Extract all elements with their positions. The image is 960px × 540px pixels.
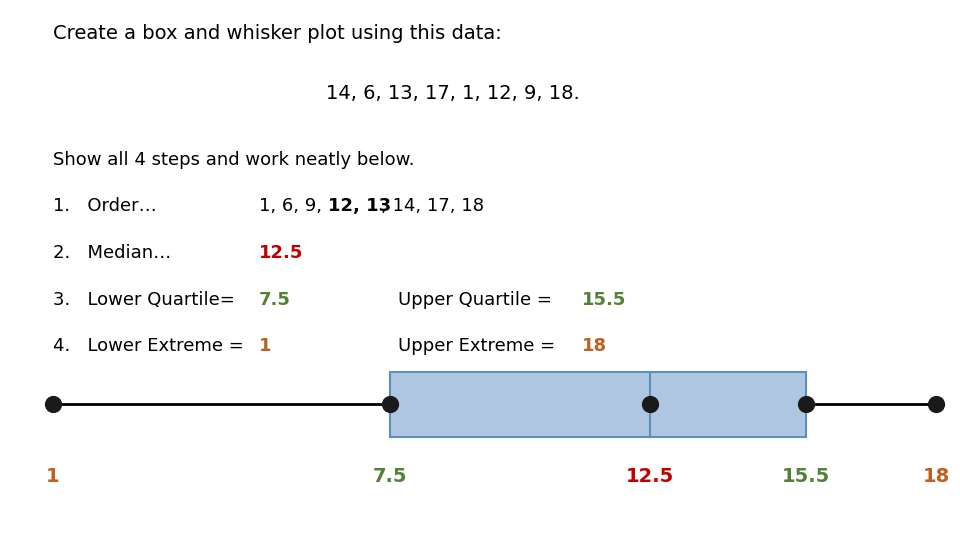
Text: 18: 18 — [582, 337, 607, 355]
Text: 1, 6, 9,: 1, 6, 9, — [259, 197, 328, 215]
Text: 3.   Lower Quartile=: 3. Lower Quartile= — [53, 291, 240, 308]
Text: Show all 4 steps and work neatly below.: Show all 4 steps and work neatly below. — [53, 151, 415, 169]
Text: 15.5: 15.5 — [582, 291, 626, 308]
Text: 7.5: 7.5 — [373, 468, 408, 487]
Text: 12.5: 12.5 — [259, 244, 303, 262]
Text: , 14, 17, 18: , 14, 17, 18 — [381, 197, 484, 215]
Text: 1: 1 — [46, 468, 60, 487]
Text: 15.5: 15.5 — [782, 468, 830, 487]
Text: 1: 1 — [259, 337, 272, 355]
Text: 2.   Median…: 2. Median… — [53, 244, 171, 262]
Text: 12, 13: 12, 13 — [328, 197, 392, 215]
Text: 4.   Lower Extreme =: 4. Lower Extreme = — [53, 337, 250, 355]
Text: 1.   Order…: 1. Order… — [53, 197, 156, 215]
Text: Upper Quartile =: Upper Quartile = — [398, 291, 558, 308]
Text: Upper Extreme =: Upper Extreme = — [398, 337, 562, 355]
Text: 14, 6, 13, 17, 1, 12, 9, 18.: 14, 6, 13, 17, 1, 12, 9, 18. — [326, 84, 580, 103]
FancyBboxPatch shape — [391, 372, 806, 437]
Text: 7.5: 7.5 — [259, 291, 291, 308]
Text: 18: 18 — [923, 468, 949, 487]
Text: 12.5: 12.5 — [626, 468, 674, 487]
Text: Create a box and whisker plot using this data:: Create a box and whisker plot using this… — [53, 24, 501, 43]
